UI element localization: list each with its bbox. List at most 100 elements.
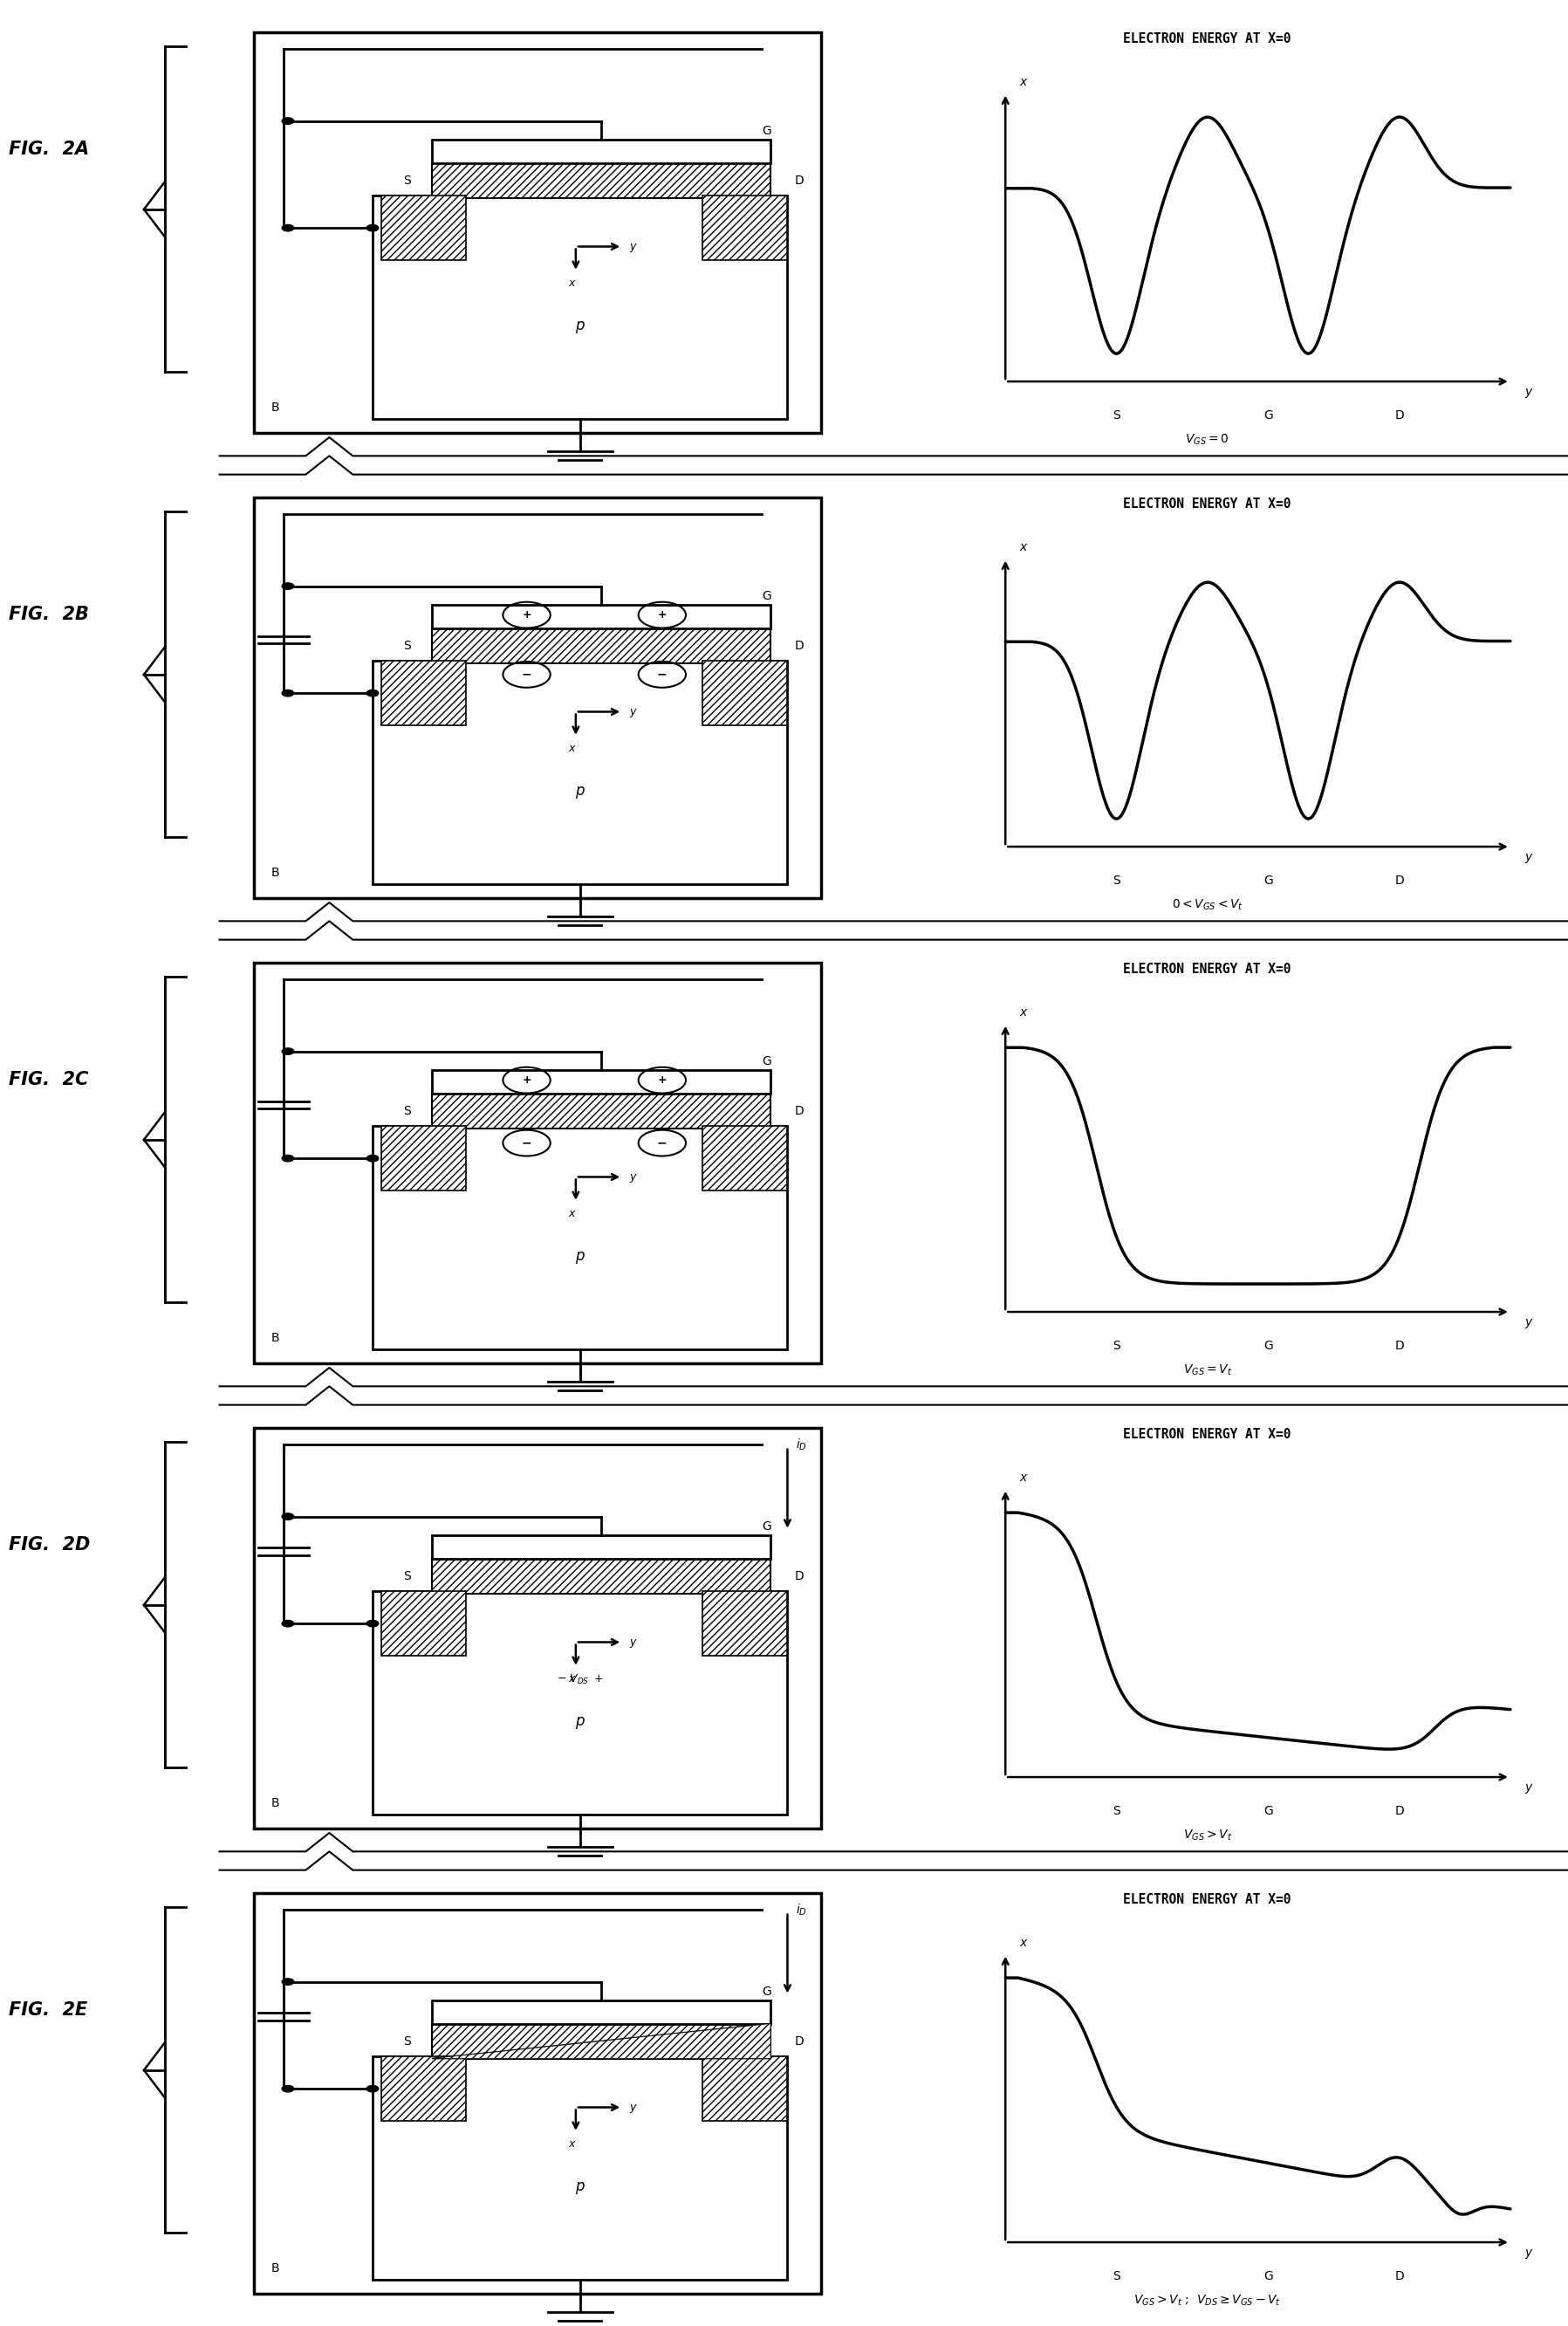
Circle shape xyxy=(282,584,293,588)
Text: x: x xyxy=(1019,1938,1027,1949)
Text: +: + xyxy=(522,609,532,621)
Text: x: x xyxy=(568,1207,575,1219)
Text: +: + xyxy=(657,609,666,621)
Text: D: D xyxy=(1394,2270,1403,2282)
Bar xyxy=(381,1591,466,1656)
Text: S: S xyxy=(1113,2270,1120,2282)
Circle shape xyxy=(282,1514,293,1519)
Text: −: − xyxy=(522,668,532,682)
Text: G: G xyxy=(1264,409,1273,421)
Text: −: − xyxy=(522,1137,532,1149)
Text: D: D xyxy=(795,640,804,651)
Text: y: y xyxy=(1524,386,1532,398)
Text: y: y xyxy=(1524,1317,1532,1328)
Text: FIG.  2A: FIG. 2A xyxy=(8,140,89,158)
Text: $V_{GS}>V_t$ ;  $V_{DS} \geq V_{GS}-V_t$: $V_{GS}>V_t$ ; $V_{DS} \geq V_{GS}-V_t$ xyxy=(1134,2293,1281,2307)
Bar xyxy=(381,195,466,261)
Text: p: p xyxy=(575,319,585,333)
Bar xyxy=(702,1591,787,1656)
Text: x: x xyxy=(568,277,575,288)
Text: S: S xyxy=(1113,409,1120,421)
Circle shape xyxy=(367,2086,378,2091)
Text: S: S xyxy=(403,2035,411,2047)
Bar xyxy=(431,1070,770,1093)
Text: D: D xyxy=(1394,1805,1403,1817)
Circle shape xyxy=(367,1156,378,1161)
Circle shape xyxy=(282,119,293,123)
Text: B: B xyxy=(271,868,279,879)
Circle shape xyxy=(367,226,378,230)
Text: G: G xyxy=(762,126,771,137)
Text: ELECTRON ENERGY AT X=0: ELECTRON ENERGY AT X=0 xyxy=(1123,498,1292,512)
Bar xyxy=(431,163,770,198)
Text: y: y xyxy=(629,707,635,716)
Text: D: D xyxy=(795,174,804,186)
Text: y: y xyxy=(1524,1782,1532,1793)
Circle shape xyxy=(282,2086,293,2091)
Text: S: S xyxy=(403,1570,411,1582)
Text: D: D xyxy=(795,1105,804,1116)
Text: $-\ V_{DS}\ +$: $-\ V_{DS}\ +$ xyxy=(557,1672,604,1686)
Text: p: p xyxy=(575,1714,585,1728)
Text: G: G xyxy=(762,1056,771,1068)
Text: ELECTRON ENERGY AT X=0: ELECTRON ENERGY AT X=0 xyxy=(1123,1428,1292,1442)
Text: y: y xyxy=(629,242,635,251)
Text: x: x xyxy=(568,2138,575,2149)
Polygon shape xyxy=(431,2024,770,2059)
Text: $V_{GS}=V_t$: $V_{GS}=V_t$ xyxy=(1182,1363,1232,1377)
Bar xyxy=(373,1591,787,1814)
Text: D: D xyxy=(1394,409,1403,421)
Text: p: p xyxy=(575,1249,585,1263)
Bar xyxy=(254,963,822,1363)
Text: x: x xyxy=(1019,1007,1027,1019)
Polygon shape xyxy=(431,2024,770,2059)
Bar xyxy=(381,2056,466,2121)
Text: G: G xyxy=(762,591,771,602)
Text: S: S xyxy=(1113,875,1120,886)
Text: S: S xyxy=(403,640,411,651)
Text: p: p xyxy=(575,2179,585,2193)
Text: B: B xyxy=(271,1798,279,1810)
Circle shape xyxy=(282,1049,293,1054)
Text: −: − xyxy=(657,668,668,682)
Text: +: + xyxy=(522,1075,532,1086)
Text: FIG.  2D: FIG. 2D xyxy=(8,1535,89,1554)
Circle shape xyxy=(367,691,378,695)
Text: $V_{GS}>V_t$: $V_{GS}>V_t$ xyxy=(1182,1828,1232,1842)
Bar xyxy=(254,33,822,433)
Circle shape xyxy=(282,691,293,695)
Circle shape xyxy=(282,226,293,230)
Bar xyxy=(373,1126,787,1349)
Text: ELECTRON ENERGY AT X=0: ELECTRON ENERGY AT X=0 xyxy=(1123,963,1292,977)
Circle shape xyxy=(282,1156,293,1161)
Bar xyxy=(702,1126,787,1191)
Text: G: G xyxy=(1264,1340,1273,1351)
Text: x: x xyxy=(1019,1472,1027,1484)
Circle shape xyxy=(282,1979,293,1984)
Bar xyxy=(373,2056,787,2279)
Text: y: y xyxy=(1524,2247,1532,2259)
Text: D: D xyxy=(795,1570,804,1582)
Text: −: − xyxy=(657,1137,668,1149)
Text: S: S xyxy=(1113,1340,1120,1351)
Text: D: D xyxy=(1394,1340,1403,1351)
Text: ELECTRON ENERGY AT X=0: ELECTRON ENERGY AT X=0 xyxy=(1123,1893,1292,1907)
Text: x: x xyxy=(568,742,575,754)
Text: S: S xyxy=(1113,1805,1120,1817)
Text: y: y xyxy=(629,2103,635,2112)
Text: B: B xyxy=(271,402,279,414)
Bar xyxy=(431,1558,770,1593)
Bar xyxy=(254,1893,822,2293)
Text: B: B xyxy=(271,2263,279,2275)
Text: y: y xyxy=(1524,851,1532,863)
Bar xyxy=(431,628,770,663)
Circle shape xyxy=(282,1621,293,1626)
Text: ELECTRON ENERGY AT X=0: ELECTRON ENERGY AT X=0 xyxy=(1123,33,1292,47)
Bar xyxy=(431,2000,770,2024)
Bar xyxy=(254,498,822,898)
Bar xyxy=(373,195,787,419)
Text: x: x xyxy=(1019,542,1027,554)
Text: y: y xyxy=(629,1638,635,1647)
Bar xyxy=(254,1428,822,1828)
Text: G: G xyxy=(1264,1805,1273,1817)
